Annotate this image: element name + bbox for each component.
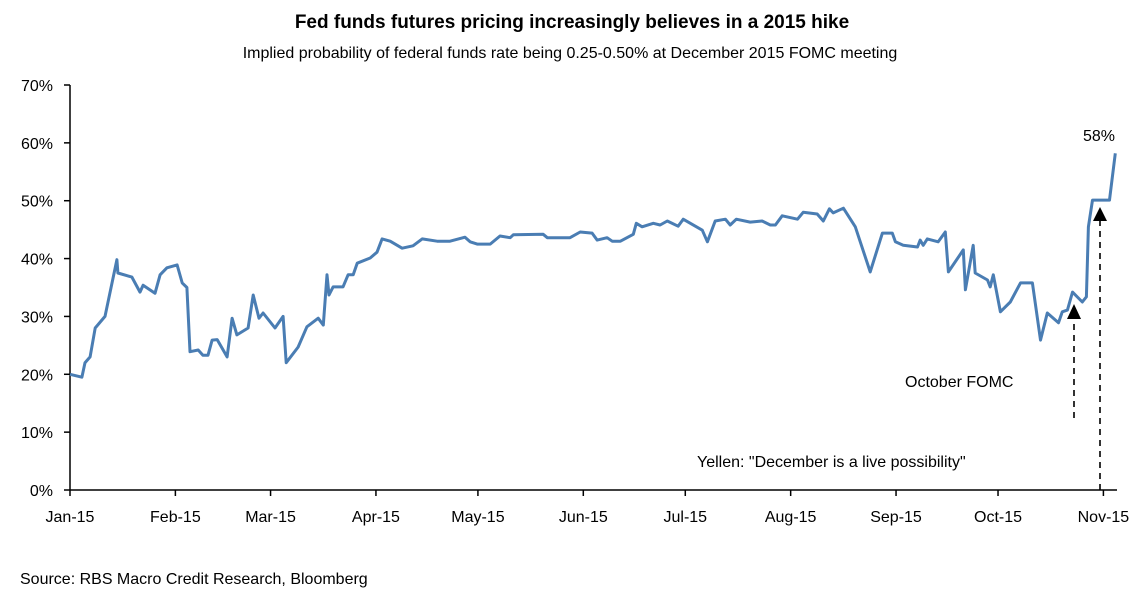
y-tick-label: 20% [21,367,53,384]
x-tick-label: Oct-15 [974,509,1022,526]
yellen-label: Yellen: "December is a live possibility" [697,454,966,471]
x-tick-label: Mar-15 [245,509,296,526]
x-tick-label: Jan-15 [46,509,95,526]
y-tick-label: 50% [21,194,53,211]
x-tick-label: Aug-15 [765,509,817,526]
chart-subtitle: Implied probability of federal funds rat… [243,45,898,62]
series-line [69,153,1117,379]
yellen-arrowhead-icon [1093,207,1107,221]
x-tick-label: Jun-15 [559,509,608,526]
x-tick-label: Apr-15 [352,509,400,526]
x-tick-label: Jul-15 [663,509,707,526]
x-tick-label: Nov-15 [1078,509,1130,526]
october-fomc-label: October FOMC [905,374,1013,391]
x-tick-label: May-15 [451,509,504,526]
y-tick-label: 30% [21,309,53,326]
chart-title: Fed funds futures pricing increasingly b… [295,12,849,33]
x-tick-label: Feb-15 [150,509,201,526]
october-fomc-annotation: October FOMC [905,304,1081,418]
y-tick-label: 40% [21,252,53,269]
end-value-label: 58% [1083,128,1115,145]
y-tick-label: 60% [21,136,53,153]
x-tick-label: Sep-15 [870,509,922,526]
october-fomc-arrowhead-icon [1067,304,1081,319]
y-tick-label: 10% [21,425,53,442]
yellen-annotation: Yellen: "December is a live possibility" [697,207,1107,490]
y-tick-label: 0% [30,483,53,500]
y-tick-label: 70% [21,78,53,95]
x-axis: Jan-15 Feb-15 Mar-15 Apr-15 May-15 Jun-15 Jul-… [46,489,1130,526]
y-axis: 0% 10% 20% 30% 40% 50% 60% 70% [21,78,71,500]
source-note: Source: RBS Macro Credit Research, Bloom… [20,571,368,588]
